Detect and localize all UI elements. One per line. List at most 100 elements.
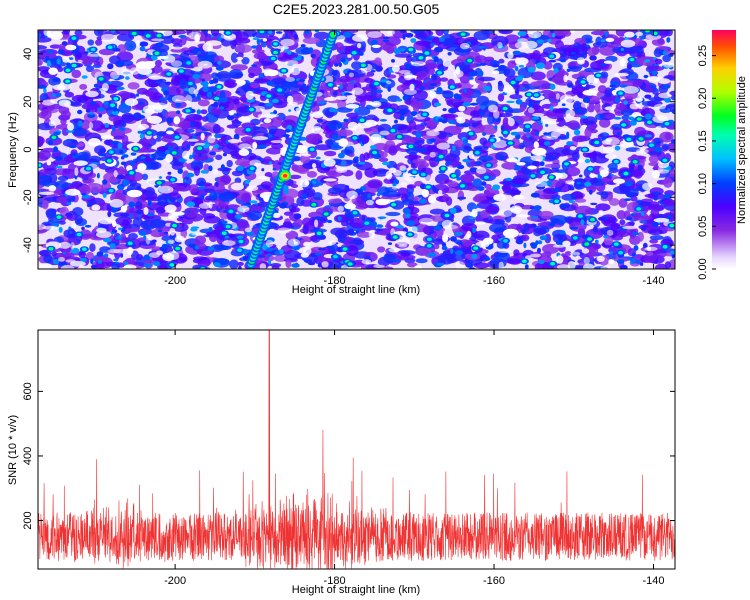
heatmap-cell <box>410 38 417 43</box>
heatmap-cell <box>640 215 653 220</box>
heatmap-cell <box>71 152 78 156</box>
heatmap-cell <box>287 238 300 247</box>
heatmap-cell <box>570 30 575 34</box>
heatmap-cell <box>415 132 422 139</box>
heatmap-cell <box>317 262 323 268</box>
heatmap-cell <box>519 106 526 112</box>
heatmap-cell <box>52 159 71 166</box>
heatmap-cell <box>38 32 42 39</box>
heatmap-cell <box>236 235 244 239</box>
heatmap-hotspot-inner <box>662 158 668 163</box>
heatmap-cell <box>128 201 136 208</box>
heatmap-cell <box>528 101 533 108</box>
heatmap-cell <box>177 168 184 174</box>
heatmap-cell <box>220 164 225 171</box>
heatmap-cell <box>96 107 106 112</box>
heatmap-cell <box>574 182 586 190</box>
heatmap-cell <box>284 129 291 133</box>
heatmap-cell <box>633 168 643 179</box>
heatmap-cell <box>534 181 548 188</box>
heatmap-cell <box>555 117 566 127</box>
heatmap-hotspot-inner <box>572 236 578 240</box>
heatmap-cell <box>540 52 549 58</box>
heatmap-cell <box>502 228 519 238</box>
heatmap-cell <box>622 225 639 230</box>
heatmap-cell <box>370 70 376 73</box>
heatmap-cell <box>69 230 73 234</box>
heatmap-cell <box>387 30 395 36</box>
heatmap-cell <box>57 175 69 182</box>
heatmap-cell <box>200 109 208 115</box>
heatmap-hotspot-inner <box>270 56 276 61</box>
heatmap-cell <box>162 252 175 262</box>
heatmap-cell <box>281 119 297 130</box>
heatmap-hotspot <box>422 50 432 57</box>
heatmap-cell <box>474 161 483 166</box>
heatmap-cell <box>42 95 46 100</box>
heatmap-cell <box>649 239 659 244</box>
heatmap-hotspot-inner <box>503 239 509 243</box>
heatmap-cell <box>471 117 483 121</box>
heatmap-hotspot <box>321 211 331 217</box>
heatmap-cell <box>532 112 545 117</box>
heatmap-cell <box>235 44 253 53</box>
heatmap-cell <box>498 64 507 72</box>
heatmap-cell <box>490 169 501 177</box>
heatmap-cell <box>442 108 447 112</box>
heatmap-cell <box>492 184 501 191</box>
heatmap-hotspot <box>214 83 224 90</box>
heatmap-cell <box>109 198 124 208</box>
heatmap-hotspot-inner <box>649 143 655 147</box>
heatmap-hotspot <box>170 222 179 229</box>
heatmap-cell <box>143 235 147 241</box>
heatmap-cell <box>514 88 520 96</box>
heatmap-cell <box>481 181 487 186</box>
heatmap-cell <box>208 165 213 172</box>
heatmap-cell <box>405 63 412 70</box>
heatmap-hotspot <box>487 137 497 144</box>
heatmap-cell <box>274 250 280 255</box>
heatmap-cell <box>166 130 174 135</box>
heatmap-cell <box>46 160 52 166</box>
heatmap-cell <box>346 112 359 119</box>
heatmap-cell <box>488 104 498 113</box>
y-tick-label: 0 <box>22 146 34 152</box>
heatmap-cell <box>272 168 276 171</box>
heatmap-hotspot-inner <box>437 71 443 75</box>
heatmap-cell <box>666 37 671 43</box>
heatmap-cell <box>616 131 621 136</box>
heatmap-cell <box>200 194 205 200</box>
x-tick-label: -160 <box>483 275 505 287</box>
heatmap-cell <box>501 161 519 170</box>
heatmap-hotspot <box>395 133 404 140</box>
x-tick-label: -200 <box>164 575 186 587</box>
heatmap-cell <box>156 42 164 48</box>
heatmap-cell <box>388 145 398 156</box>
heatmap-cell <box>197 186 206 190</box>
heatmap-cell <box>582 96 591 104</box>
heatmap-cell <box>341 220 349 227</box>
heatmap-cell <box>97 259 103 264</box>
heatmap-cell <box>49 44 62 49</box>
heatmap-cell <box>583 263 595 269</box>
heatmap-hotspot <box>74 231 84 238</box>
heatmap-cell <box>547 222 556 227</box>
heatmap-cell <box>277 45 289 50</box>
heatmap-cell <box>147 81 153 84</box>
heatmap-hotspot <box>164 71 174 77</box>
heatmap-hotspot <box>184 59 194 66</box>
heatmap-cell <box>539 235 548 241</box>
heatmap-cell <box>62 168 71 174</box>
heatmap-cell <box>194 245 200 250</box>
heatmap-cell <box>335 139 348 144</box>
heatmap-cell <box>77 109 83 115</box>
heatmap-hotspot-inner <box>249 107 255 112</box>
heatmap-hotspot-inner <box>530 174 536 178</box>
heatmap-cell <box>581 124 588 128</box>
heatmap-cell <box>606 229 614 236</box>
heatmap-hotspot <box>143 32 153 39</box>
heatmap-cell <box>79 184 91 196</box>
heatmap-cell <box>131 155 138 160</box>
heatmap-cell <box>498 30 511 33</box>
heatmap-hotspot <box>390 234 400 241</box>
